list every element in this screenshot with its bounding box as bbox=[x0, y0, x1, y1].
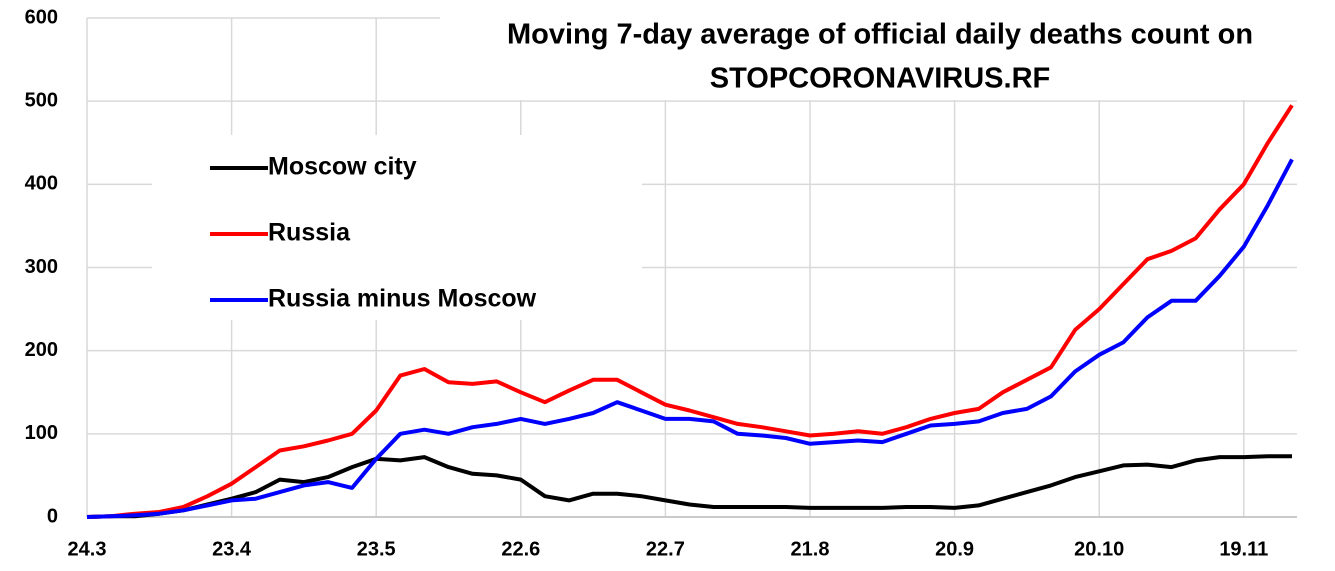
x-tick-label: 23.5 bbox=[357, 538, 396, 560]
y-tick-label: 200 bbox=[25, 339, 58, 361]
x-tick-label: 20.9 bbox=[935, 538, 974, 560]
grid bbox=[86, 17, 1297, 518]
legend-box bbox=[152, 135, 642, 320]
series-line bbox=[86, 454, 1292, 519]
x-tick-label: 22.7 bbox=[646, 538, 685, 560]
y-tick-label: 600 bbox=[25, 6, 58, 28]
y-tick-label: 100 bbox=[25, 422, 58, 444]
y-tick-label: 400 bbox=[25, 173, 58, 195]
x-tick-label: 21.8 bbox=[791, 538, 830, 560]
y-tick-label: 300 bbox=[25, 256, 58, 278]
legend-label: Russia bbox=[268, 219, 351, 247]
chart-title: Moving 7-day average of official daily d… bbox=[507, 19, 1253, 51]
series-line bbox=[86, 104, 1294, 519]
legend-label: Russia minus Moscow bbox=[268, 285, 537, 313]
x-tick-label: 24.3 bbox=[68, 538, 107, 560]
lines bbox=[86, 104, 1294, 519]
x-tick-label: 22.6 bbox=[501, 538, 540, 560]
title-background bbox=[440, 10, 1335, 100]
series-line bbox=[86, 158, 1294, 519]
x-tick-label: 20.10 bbox=[1074, 538, 1124, 560]
legend-label: Moscow city bbox=[268, 153, 417, 181]
y-tick-label: 0 bbox=[47, 505, 58, 527]
legend: Moscow city Russia Russia minus Moscow bbox=[210, 153, 537, 313]
y-tick-label: 500 bbox=[25, 89, 58, 111]
chart-title: STOPCORONAVIRUS.RF bbox=[710, 63, 1051, 95]
x-tick-label: 19.11 bbox=[1219, 538, 1268, 560]
x-tick-label: 23.4 bbox=[212, 538, 252, 560]
